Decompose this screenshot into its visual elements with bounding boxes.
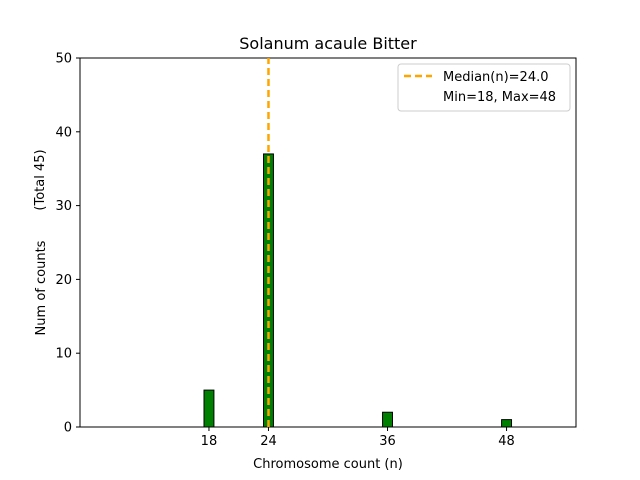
y-tick-label-10: 10 <box>55 347 72 362</box>
x-axis-ticks: 18 24 36 48 <box>201 427 515 449</box>
legend-median-label: Median(n)=24.0 <box>443 70 549 85</box>
bars-group <box>203 153 513 428</box>
y-tick-label-0: 0 <box>64 421 72 436</box>
y-axis-label: Num of counts <box>34 240 49 335</box>
legend-box <box>397 63 571 112</box>
x-tick-label-24: 24 <box>260 434 277 449</box>
y-axis-ticks: 0 10 20 30 40 50 <box>55 52 80 436</box>
x-axis-label: Chromosome count (n) <box>253 457 403 472</box>
x-tick-label-18: 18 <box>201 434 218 449</box>
x-tick-label-48: 48 <box>498 434 515 449</box>
y-axis-total-label: (Total 45) <box>33 149 48 210</box>
y-tick-label-30: 30 <box>55 199 72 214</box>
legend: Median(n)=24.0 Min=18, Max=48 <box>397 63 571 112</box>
chart-title: Solanum acaule Bitter <box>239 34 417 53</box>
bar-48 <box>501 419 513 428</box>
y-tick-label-50: 50 <box>55 52 72 67</box>
y-tick-label-20: 20 <box>55 273 72 288</box>
y-tick-label-40: 40 <box>55 125 72 140</box>
plot-area-frame <box>79 57 577 428</box>
x-tick-label-36: 36 <box>379 434 396 449</box>
bar-18 <box>203 389 215 428</box>
bar-36 <box>382 411 393 428</box>
legend-range-label: Min=18, Max=48 <box>443 90 556 105</box>
